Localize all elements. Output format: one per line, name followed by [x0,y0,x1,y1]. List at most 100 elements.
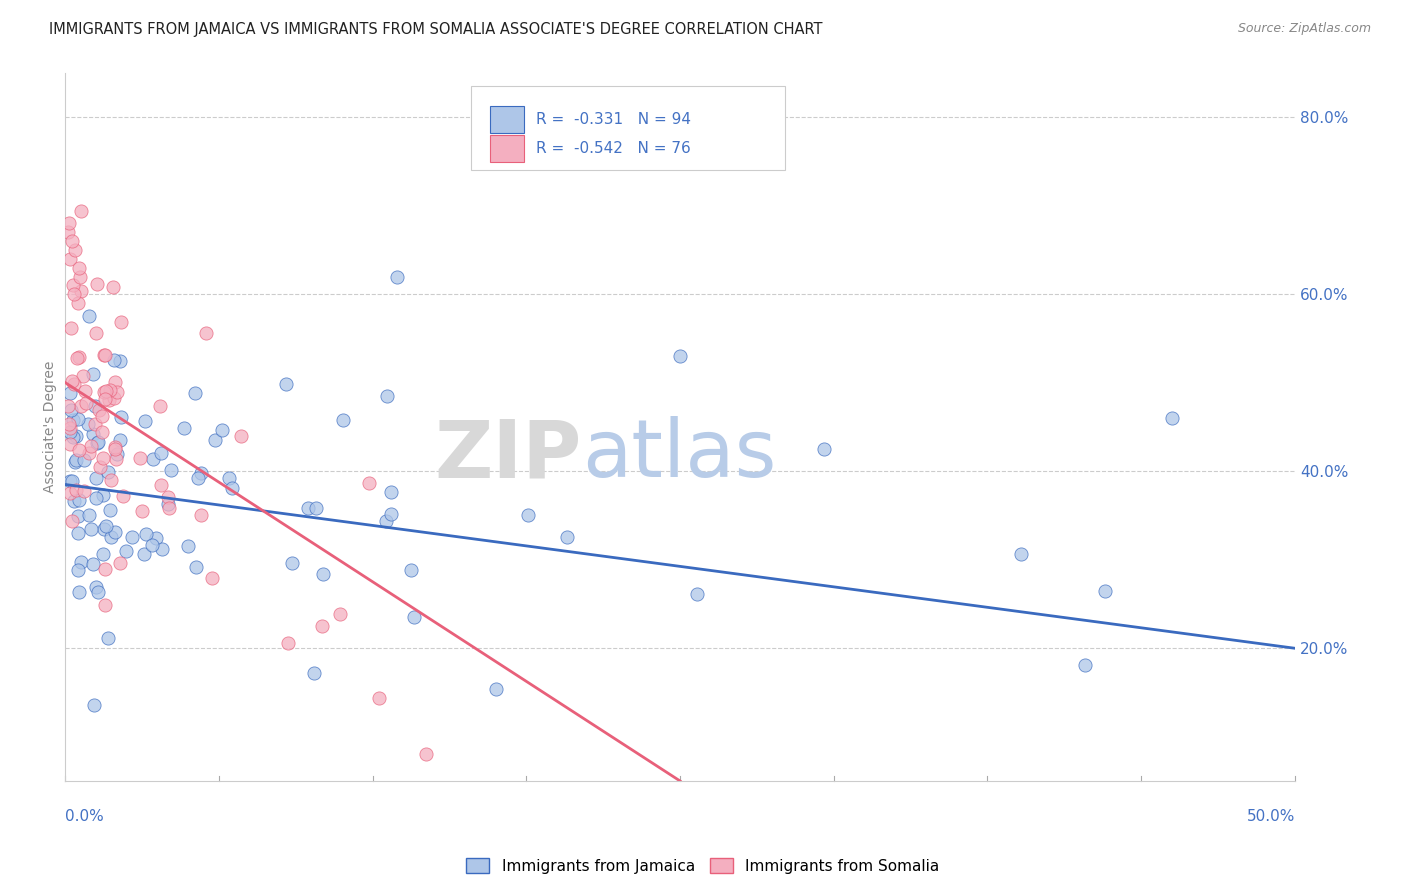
Point [80,439,103,453]
Point [59,475,82,489]
Point [83,698,105,713]
Point [156,490,179,504]
Text: R =  -0.331   N = 94: R = -0.331 N = 94 [536,112,692,128]
Point [66,296,89,310]
Point [359,475,381,490]
Point [97,631,120,645]
Point [67,442,90,457]
Point [73,483,96,498]
Point [485,682,508,697]
Point [374,514,396,528]
Point [517,508,540,522]
Point [380,484,402,499]
Point [100,473,122,487]
Point [311,619,333,633]
Point [93,522,115,536]
Point [93,392,115,406]
Point [60,475,83,489]
Point [150,478,173,492]
Point [669,349,692,363]
Point [59,252,82,266]
Point [65,243,87,257]
Point [59,436,82,450]
Point [94,347,117,361]
Legend: Immigrants from Jamaica, Immigrants from Somalia: Immigrants from Jamaica, Immigrants from… [460,852,946,880]
Point [132,547,155,561]
Point [77,508,100,522]
Point [87,434,110,449]
Point [79,309,101,323]
Point [72,369,94,384]
Point [380,508,402,522]
Point [98,503,121,517]
Point [229,428,252,442]
Point [274,376,297,391]
Point [59,421,82,435]
Point [59,485,82,500]
Text: atlas: atlas [582,417,776,494]
Point [62,413,84,427]
Point [142,451,165,466]
Point [387,269,409,284]
Point [82,368,104,382]
Point [58,417,80,432]
Point [65,483,87,497]
Y-axis label: Associate's Degree: Associate's Degree [44,360,58,493]
Point [103,442,125,456]
Point [66,526,89,541]
Point [159,463,181,477]
Point [93,384,115,399]
Point [157,500,180,515]
Point [177,539,200,553]
Point [1074,658,1097,673]
Point [84,326,107,341]
Point [211,423,233,437]
Point [297,500,319,515]
Point [94,562,117,576]
Point [150,446,173,460]
Point [91,547,114,561]
Point [65,428,87,442]
Point [131,504,153,518]
Point [62,278,84,293]
Point [187,471,209,485]
Point [84,417,107,431]
Point [221,481,243,495]
Point [67,584,90,599]
Point [281,556,304,570]
Point [69,204,91,219]
Point [93,450,115,465]
Point [402,610,425,624]
Point [156,497,179,511]
Point [97,465,120,479]
Point [141,538,163,552]
Point [101,280,124,294]
Point [184,386,207,401]
Point [375,389,398,403]
Point [70,399,93,413]
Point [194,326,217,340]
Point [89,460,111,475]
Point [66,412,89,426]
Point [66,508,89,523]
Point [555,530,578,544]
Bar [489,106,524,133]
Point [60,514,83,528]
Point [67,350,90,364]
Text: 0.0%: 0.0% [66,809,104,824]
Point [60,403,83,417]
Point [73,384,96,398]
Point [79,446,101,460]
Point [63,455,86,469]
Point [686,587,709,601]
Point [56,225,79,239]
Point [98,383,121,397]
Point [87,585,110,599]
Bar [489,136,524,162]
Point [84,471,107,485]
Text: R =  -0.542   N = 76: R = -0.542 N = 76 [536,142,690,156]
Point [108,354,131,368]
Point [67,563,90,577]
Point [110,410,132,425]
Point [59,425,82,440]
